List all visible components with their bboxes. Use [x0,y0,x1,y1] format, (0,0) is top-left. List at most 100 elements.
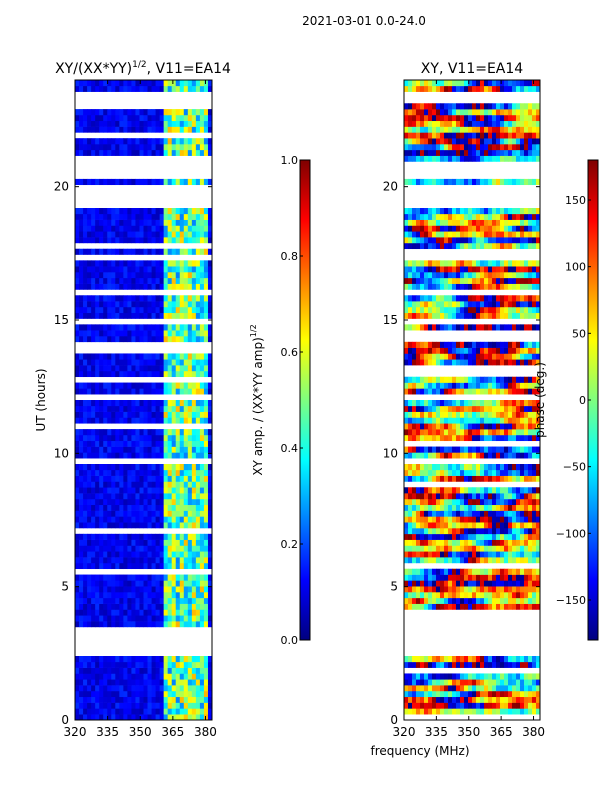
heatmap-cell [448,301,453,308]
heatmap-cell [131,551,136,558]
heatmap-cell [508,708,513,715]
heatmap-cell [87,603,92,610]
heatmap-cell [99,656,104,663]
heatmap-cell [87,149,92,156]
heatmap-cell [524,673,529,680]
heatmap-cell [416,283,421,290]
heatmap-cell [151,109,156,116]
heatmap-cell [448,341,453,348]
figure-suptitle: 2021-03-01 0.0-24.0 [302,14,426,28]
heatmap-cell [191,109,197,116]
heatmap-cell [480,661,485,668]
heatmap-cell [424,510,429,517]
heatmap-cell [436,295,441,302]
heatmap-cell [420,446,425,453]
heatmap-cell [492,283,497,290]
heatmap-cell [436,237,441,244]
heatmap-cell [512,446,517,453]
heatmap-cell [424,533,429,540]
heatmap-cell [444,557,449,564]
heatmap-cell [151,615,156,622]
heatmap-cell [139,498,144,506]
heatmap-cell [95,516,100,523]
heatmap-cell [103,685,108,692]
heatmap-cell [159,440,165,447]
heatmap-cell [83,80,88,87]
heatmap-cell [444,568,449,575]
heatmap-cell [480,388,485,395]
heatmap-cell [408,574,413,581]
heatmap-cell [111,504,116,511]
heatmap-cell [408,341,413,348]
heatmap-cell [111,248,116,255]
heatmap-cell [171,562,177,570]
heatmap-cell [448,510,453,517]
heatmap-cell [87,213,92,220]
heatmap-cell [448,272,453,279]
heatmap-cell [404,545,409,552]
heatmap-cell [159,306,165,314]
heatmap-cell [179,574,185,581]
heatmap-cell [500,708,505,715]
heatmap-cell [432,487,437,494]
heatmap-cell [488,272,493,279]
heatmap-cell [452,469,457,476]
heatmap-cell [195,603,201,610]
heatmap-cell [163,400,169,407]
heatmap-cell [163,551,169,558]
heatmap-cell [508,295,513,302]
heatmap-cell [171,272,177,279]
heatmap-cell [207,138,213,145]
heatmap-cell [203,266,209,273]
heatmap-cell [115,464,120,471]
heatmap-cell [500,423,505,430]
heatmap-cell [492,213,497,220]
heatmap-cell [404,341,409,348]
heatmap-cell [508,493,513,500]
heatmap-cell [95,237,100,244]
heatmap-cell [139,301,144,308]
heatmap-cell [488,690,493,698]
heatmap-cell [111,510,116,517]
heatmap-cell [183,388,189,395]
heatmap-cell [91,178,96,186]
heatmap-cell [416,388,421,395]
heatmap-cell [199,609,205,616]
heatmap-cell [500,260,505,267]
heatmap-cell [175,149,181,156]
heatmap-cell [151,656,156,663]
heatmap-cell [476,522,481,529]
heatmap-cell [416,690,421,698]
heatmap-cell [99,126,104,133]
heatmap-cell [107,661,112,668]
heatmap-cell [504,708,509,715]
heatmap-cell [183,679,189,686]
heatmap-cell [163,609,169,616]
heatmap-cell [139,574,144,581]
heatmap-cell [444,510,449,517]
heatmap-cell [404,277,409,284]
heatmap-cell [75,545,80,552]
heatmap-cell [147,434,152,442]
heatmap-cell [183,562,189,570]
heatmap-cell [476,376,481,383]
heatmap-cell [468,592,473,599]
heatmap-cell [203,603,209,610]
heatmap-cell [119,702,124,709]
heatmap-cell [183,661,189,668]
heatmap-cell [524,452,529,459]
heatmap-cell [151,80,156,87]
heatmap-cell [444,283,449,290]
heatmap-cell [488,452,493,459]
heatmap-cell [456,504,461,511]
heatmap-cell [460,225,465,232]
heatmap-cell [420,493,425,500]
heatmap-cell [147,440,152,447]
heatmap-cell [123,673,128,680]
heatmap-cell [171,661,177,668]
heatmap-cell [532,452,537,459]
heatmap-cell [416,702,421,709]
heatmap-cell [131,522,136,529]
heatmap-cell [191,178,197,186]
heatmap-cell [75,469,80,476]
